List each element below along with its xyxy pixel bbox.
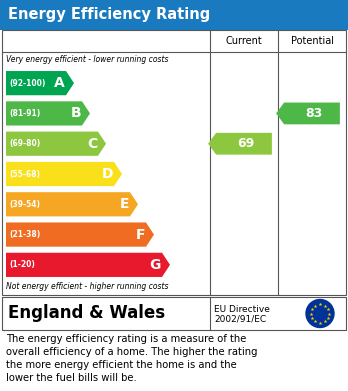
Polygon shape [276, 102, 340, 124]
Text: A: A [54, 76, 65, 90]
Bar [0, 0, 348, 30]
Text: E: E [119, 197, 129, 211]
Text: Not energy efficient - higher running costs: Not energy efficient - higher running co… [6, 282, 168, 291]
Polygon shape [6, 71, 74, 95]
Text: overall efficiency of a home. The higher the rating: overall efficiency of a home. The higher… [6, 347, 258, 357]
Polygon shape [208, 133, 272, 154]
Polygon shape [6, 101, 90, 126]
Text: England & Wales: England & Wales [8, 305, 165, 323]
Text: C: C [87, 137, 97, 151]
Text: Potential: Potential [291, 36, 333, 46]
Text: B: B [70, 106, 81, 120]
Bar [2, 30, 346, 295]
Text: D: D [102, 167, 113, 181]
Text: Very energy efficient - lower running costs: Very energy efficient - lower running co… [6, 55, 168, 64]
Circle shape [306, 300, 334, 328]
Text: (92-100): (92-100) [9, 79, 45, 88]
Text: (39-54): (39-54) [9, 200, 40, 209]
Text: lower the fuel bills will be.: lower the fuel bills will be. [6, 373, 137, 383]
Bar [2, 297, 346, 330]
Text: The energy efficiency rating is a measure of the: The energy efficiency rating is a measur… [6, 334, 246, 344]
Polygon shape [6, 132, 106, 156]
Text: G: G [150, 258, 161, 272]
Text: 2002/91/EC: 2002/91/EC [214, 314, 266, 323]
Text: F: F [135, 228, 145, 242]
Text: (69-80): (69-80) [9, 139, 40, 148]
Text: (81-91): (81-91) [9, 109, 40, 118]
Text: 83: 83 [306, 107, 323, 120]
Polygon shape [6, 192, 138, 216]
Polygon shape [6, 162, 122, 186]
Polygon shape [6, 222, 154, 247]
Text: 69: 69 [237, 137, 255, 150]
Text: Current: Current [226, 36, 262, 46]
Text: the more energy efficient the home is and the: the more energy efficient the home is an… [6, 360, 237, 370]
Text: (55-68): (55-68) [9, 170, 40, 179]
Text: Energy Efficiency Rating: Energy Efficiency Rating [8, 7, 210, 23]
Text: EU Directive: EU Directive [214, 305, 270, 314]
Polygon shape [6, 253, 170, 277]
Text: (21-38): (21-38) [9, 230, 40, 239]
Text: (1-20): (1-20) [9, 260, 35, 269]
